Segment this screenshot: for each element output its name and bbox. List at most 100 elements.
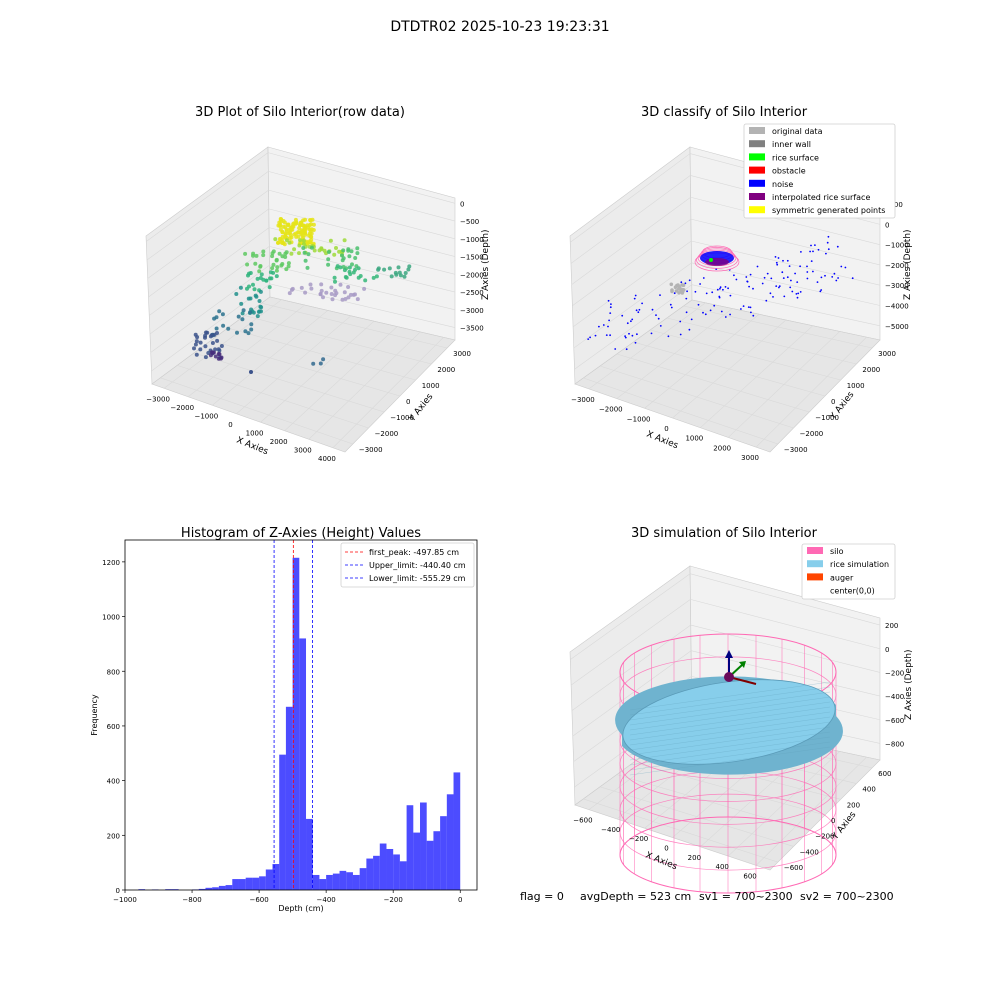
hist-x-ticks: −1000 −800 −600 −400 −200 0 (113, 890, 462, 904)
hist-bar (171, 889, 179, 890)
hist-bar (265, 869, 273, 890)
raw-point (337, 249, 342, 254)
hist-bar (225, 885, 233, 890)
classify-y-ticks: −3000 −2000 −1000 0 1000 2000 3000 (784, 350, 896, 454)
panel-classify-3d: 3D classify of Silo Interior −3000−2000−… (569, 105, 913, 462)
raw-point (394, 272, 399, 277)
sim-y-tick: −200 (815, 833, 834, 841)
classify-grid-y (650, 329, 841, 381)
classify-grid-z (691, 262, 881, 306)
hist-bar (426, 840, 434, 890)
raw-point (192, 346, 196, 351)
hist-bar (352, 874, 360, 890)
noise-point (752, 314, 755, 317)
hist-bar (198, 888, 206, 890)
noise-point (626, 322, 629, 325)
noise-point (670, 306, 673, 309)
original-point (673, 285, 678, 290)
hist-axes-frame (124, 539, 478, 891)
sim-legend-label: rice simulation (830, 560, 889, 569)
sim-y-tick: 200 (847, 801, 860, 809)
hist-y-ticks: 0 200 400 600 800 1000 1200 (102, 559, 125, 895)
classify-grid-y (616, 353, 810, 413)
rice-mesh-line (629, 686, 831, 716)
hist-bar (339, 870, 347, 890)
status-avg-depth: avgDepth = 523 cm (580, 890, 691, 903)
raw-point (258, 264, 263, 269)
raw-point (344, 275, 349, 280)
raw-grid-y (177, 365, 369, 429)
raw-x-tick: 0 (228, 421, 232, 429)
classify-z-tick: −4000 (885, 303, 909, 311)
raw-point (292, 247, 297, 252)
classify-title: 3D classify of Silo Interior (641, 105, 808, 120)
raw-point (246, 331, 251, 336)
noise-point (624, 336, 627, 339)
hist-bar (279, 754, 286, 890)
raw-point (239, 301, 244, 306)
hist-bar (346, 872, 353, 890)
panel-histogram: Histogram of Z-Axies (Height) Values −10… (90, 526, 478, 913)
status-line: flag = 0 avgDepth = 523 cm sv1 = 700~230… (520, 890, 894, 903)
noise-point (657, 317, 660, 320)
noise-point (727, 287, 729, 290)
noise-point (775, 285, 778, 287)
hist-xlabel: Depth (cm) (278, 904, 323, 913)
raw-point (281, 241, 286, 246)
sim-legend-swatch (807, 560, 823, 568)
noise-point (667, 335, 670, 338)
raw-point (284, 238, 289, 243)
raw-point (271, 262, 276, 267)
raw-point (343, 297, 348, 301)
noise-point (806, 271, 809, 273)
hist-legend-label: Upper_limit: -440.40 cm (369, 561, 466, 570)
noise-point (679, 320, 682, 323)
noise-point (826, 241, 829, 244)
raw-point (258, 276, 263, 280)
raw-z-tick: −1500 (460, 254, 484, 262)
raw-x-tick: 4000 (318, 455, 336, 463)
raw-x-tick: −2000 (170, 404, 194, 412)
raw-point (193, 342, 198, 347)
raw-point (238, 285, 243, 290)
raw-point (356, 266, 361, 271)
noise-point (775, 261, 778, 264)
raw-point (280, 254, 285, 259)
rice-surface-top (622, 679, 836, 765)
raw-point (249, 327, 254, 332)
classify-legend-swatch (749, 127, 765, 134)
rice-mesh-line (629, 741, 831, 771)
raw-point (326, 257, 331, 262)
classify-legend-label: obstacle (772, 167, 806, 176)
raw-grid-z (146, 152, 269, 242)
raw-point (234, 292, 239, 296)
sim-x-tick: −600 (573, 817, 592, 825)
raw-point (303, 232, 308, 237)
raw-point (254, 253, 259, 258)
classify-grid-z (572, 240, 692, 328)
classify-pane-floor (574, 299, 881, 453)
raw-point (317, 248, 322, 253)
rice-mesh-line (629, 681, 831, 711)
raw-pane-floor (151, 296, 456, 453)
raw-grid-y (244, 315, 432, 365)
raw-point (216, 356, 221, 361)
original-point (677, 291, 681, 295)
raw-point (270, 251, 275, 256)
raw-point (280, 229, 285, 234)
raw-point (198, 347, 203, 352)
raw-point (243, 329, 248, 334)
raw-point (348, 272, 353, 277)
raw-point (248, 296, 253, 301)
classify-legend-swatch (749, 140, 765, 148)
noise-point (788, 265, 791, 267)
noise-point (688, 279, 691, 282)
classify-z-tick: −5000 (885, 323, 909, 331)
raw-y-tick: −2000 (375, 430, 399, 438)
rice-mesh-line (629, 696, 831, 726)
raw-point (335, 264, 340, 269)
raw-point (308, 282, 313, 287)
raw-grid-z (150, 264, 270, 353)
sim-x-tick: 0 (664, 845, 668, 853)
hist-y-tick: 0 (116, 887, 120, 895)
